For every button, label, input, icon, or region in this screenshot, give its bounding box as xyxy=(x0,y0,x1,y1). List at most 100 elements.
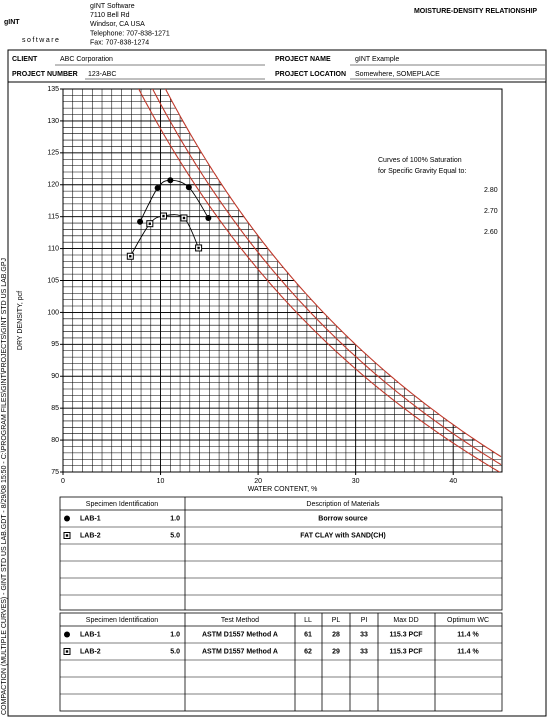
marker xyxy=(63,532,71,539)
marker xyxy=(159,212,167,220)
table-cell: 11.4 % xyxy=(457,631,479,638)
table-cell: ASTM D1557 Method A xyxy=(202,648,278,655)
table-header: Optimum WC xyxy=(447,617,489,624)
marker xyxy=(64,515,70,522)
depth: 1.0 xyxy=(170,631,180,638)
specimen-id: LAB-1 xyxy=(80,631,101,638)
company-line: Telephone: 707-838-1271 xyxy=(90,30,170,37)
marker-shape xyxy=(65,534,69,537)
side-note: COMPACTION (MULTIPLE CURVES) - GINT STD … xyxy=(1,258,8,715)
depth: 1.0 xyxy=(170,515,180,522)
gs-label: 2.60 xyxy=(484,229,498,236)
table-header: Max DD xyxy=(393,617,418,624)
marker-shape xyxy=(148,222,152,225)
marker xyxy=(185,184,192,191)
saturation-curve xyxy=(164,89,502,458)
x-tick-label: 40 xyxy=(449,478,457,485)
table-cell: 115.3 PCF xyxy=(389,648,423,655)
marker xyxy=(167,177,174,184)
logo: gINT xyxy=(4,19,20,26)
marker-shape xyxy=(65,650,69,653)
x-tick-label: 20 xyxy=(254,478,262,485)
table-header: PL xyxy=(332,617,341,624)
marker-shape xyxy=(205,214,212,221)
company-line: Windsor, CA USA xyxy=(90,21,145,28)
gs-label: 2.80 xyxy=(484,187,498,194)
specimen-id: LAB-1 xyxy=(80,515,101,522)
y-tick-label: 80 xyxy=(51,437,59,444)
project-field: PROJECT NAME xyxy=(275,56,331,63)
table-cell: 33 xyxy=(360,648,368,655)
marker-shape xyxy=(129,255,132,258)
table-cell: 11.4 % xyxy=(457,648,479,655)
saturation-curves xyxy=(138,89,502,472)
y-tick-label: 90 xyxy=(51,373,59,380)
table-cell: 62 xyxy=(304,648,312,655)
table-border xyxy=(59,496,503,611)
frame xyxy=(7,49,547,717)
project-field: 123-ABC xyxy=(88,71,116,78)
logo-sub: software xyxy=(22,37,60,44)
y-tick-label: 130 xyxy=(47,118,59,125)
saturation-note: for Specific Gravity Equal to: xyxy=(378,168,466,175)
y-tick-label: 95 xyxy=(51,341,59,348)
marker xyxy=(205,214,212,221)
marker xyxy=(137,218,144,225)
marker-shape xyxy=(154,184,161,191)
compaction-curve xyxy=(139,179,209,222)
gs-label: 2.70 xyxy=(484,208,498,215)
table-header: Specimen Identification xyxy=(86,617,158,624)
specimen-id: LAB-2 xyxy=(80,648,101,655)
y-tick-label: 85 xyxy=(51,405,59,412)
marker-shape xyxy=(64,631,70,638)
project-field: ABC Corporation xyxy=(60,56,113,63)
company-line: 7110 Bell Rd xyxy=(90,12,130,19)
table-header: Test Method xyxy=(221,617,259,624)
marker xyxy=(195,244,203,252)
y-tick-label: 105 xyxy=(47,277,59,284)
y-tick-label: 100 xyxy=(47,309,59,316)
table-header: PI xyxy=(361,617,368,624)
saturation-curve xyxy=(151,89,502,466)
table-header: Specimen Identification xyxy=(86,501,158,508)
marker xyxy=(126,252,134,260)
marker-shape xyxy=(185,184,192,191)
marker xyxy=(64,631,70,638)
y-tick-label: 75 xyxy=(51,469,59,476)
table-border xyxy=(59,612,503,712)
marker-shape xyxy=(137,218,144,225)
company-line: gINT Software xyxy=(90,3,135,10)
x-tick-label: 10 xyxy=(157,478,165,485)
company-line: Fax: 707-838-1274 xyxy=(90,40,149,47)
y-tick-label: 110 xyxy=(48,245,59,252)
marker-shape xyxy=(197,246,200,250)
x-tick-label: 0 xyxy=(61,478,65,485)
y-tick-label: 115 xyxy=(48,214,59,221)
table-cell: ASTM D1557 Method A xyxy=(202,631,278,638)
y-tick-label: 135 xyxy=(47,86,59,93)
project-field: PROJECT LOCATION xyxy=(275,71,346,78)
depth: 5.0 xyxy=(170,648,180,655)
description: FAT CLAY with SAND(CH) xyxy=(300,532,385,539)
marker-shape xyxy=(167,177,174,184)
marker xyxy=(154,184,161,191)
marker-shape xyxy=(64,515,70,522)
table-cell: 29 xyxy=(332,648,340,655)
table-cell: 28 xyxy=(332,631,340,638)
table-cell: 115.3 PCF xyxy=(389,631,423,638)
table-cell: 61 xyxy=(304,631,312,638)
y-tick-label: 125 xyxy=(47,150,59,157)
report-title: MOISTURE-DENSITY RELATIONSHIP xyxy=(414,8,537,15)
marker-shape xyxy=(162,214,165,218)
description: Borrow source xyxy=(318,515,368,522)
project-field: PROJECT NUMBER xyxy=(12,71,78,78)
grid xyxy=(63,88,502,473)
marker xyxy=(146,220,154,228)
project-field: gINT Example xyxy=(355,56,399,63)
saturation-curve xyxy=(138,89,501,472)
y-tick-label: 120 xyxy=(47,182,59,189)
marker-shape xyxy=(182,216,186,220)
saturation-note: Curves of 100% Saturation xyxy=(378,157,462,164)
x-tick-label: 30 xyxy=(352,478,360,485)
